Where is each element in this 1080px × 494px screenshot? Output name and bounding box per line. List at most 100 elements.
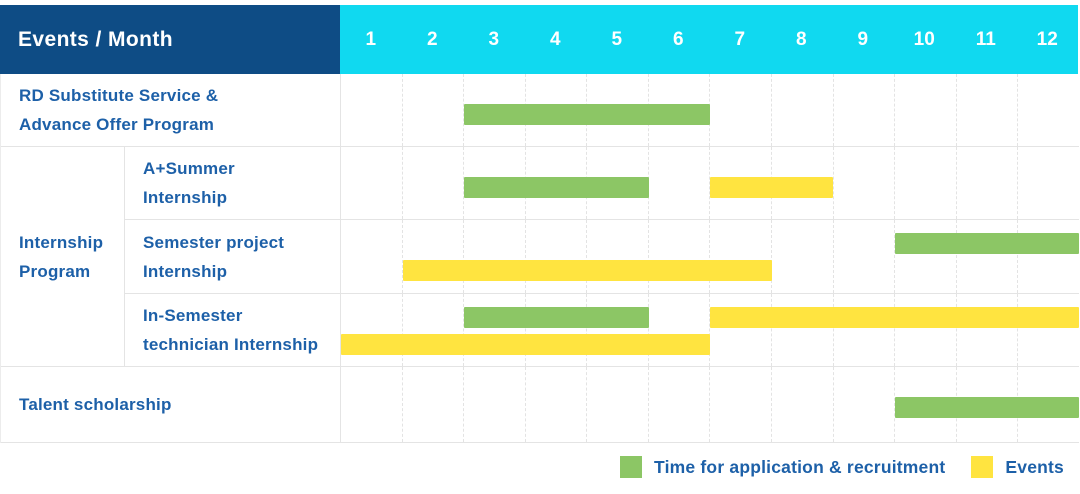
events-month-header-cell: Events / Month [0,5,340,74]
month-gridline [401,147,464,219]
month-gridline [955,74,1018,146]
label-line: Semester project [143,232,285,252]
month-gridline [341,220,402,293]
table-body: RD Substitute Service & Advance Offer Pro… [0,74,1079,443]
month-label-2: 2 [426,28,438,50]
group-label-internship-program: Internship Program [1,147,125,367]
legend: Time for application & recruitment Event… [0,456,1080,478]
month-gridline [832,74,895,146]
label-line: Internship [143,261,228,281]
legend-item-events: Events [971,456,1064,478]
month-gridline [894,294,956,366]
month-gridline [647,367,710,442]
month-gridline [524,220,587,293]
month-gridline [955,220,1018,293]
month-gridline [586,294,648,366]
label-line: A+Summer [143,159,235,178]
month-gridline [524,367,587,442]
green-swatch-icon [620,456,643,478]
month-gridline [401,294,464,366]
green-bar [464,307,649,328]
row-label-semester-project-internship: Semester project Internship [125,220,341,294]
label-line: Internship [19,232,104,252]
green-bar [894,397,1079,418]
month-gridline [401,220,464,293]
month-label-11: 11 [975,28,996,50]
green-bar [464,104,710,125]
month-label-3: 3 [488,28,500,50]
row-label-in-semester-technician-internship: In-Semester technician Internship [125,294,341,367]
table-header-row: Events / Month 1 2 3 4 5 6 7 8 9 10 11 12 [0,5,1078,74]
month-gridline [463,74,525,146]
legend-item-application-recruitment: Time for application & recruitment [620,456,945,478]
month-gridline [1017,294,1079,366]
legend-label: Events [1005,456,1064,477]
timeline-in-semester-technician-internship [341,294,1079,367]
month-gridline [341,367,402,442]
month-label-6: 6 [672,28,684,50]
label-line: technician Internship [143,335,319,354]
label-line: Internship [143,188,228,207]
month-label-12: 12 [1036,28,1058,50]
month-gridline [832,367,895,442]
timeline-a-summer-internship [341,147,1079,220]
row-label-a-summer-internship: A+Summer Internship [125,147,341,220]
month-label-9: 9 [857,28,869,50]
yellow-swatch-icon [971,456,994,478]
month-gridline [832,220,895,293]
month-gridline [832,147,895,219]
timeline-semester-project-internship [341,220,1079,294]
month-label-5: 5 [611,28,623,50]
month-gridline [709,220,771,293]
timeline-talent-scholarship [341,367,1079,443]
month-gridline [341,74,402,146]
month-gridline [1017,74,1079,146]
month-gridline [894,220,956,293]
month-gridline [463,220,525,293]
label-line: Talent scholarship [19,395,172,414]
events-month-table: Events / Month 1 2 3 4 5 6 7 8 9 10 11 12 RD Substi… [0,5,1079,443]
month-label-4: 4 [549,28,561,50]
month-gridline [709,147,771,219]
label-line: Advance Offer Program [19,115,215,134]
month-label-10: 10 [913,28,935,50]
month-gridline [463,367,525,442]
green-bar [894,233,1079,254]
month-gridline [647,294,710,366]
month-gridline [647,147,710,219]
month-gridline [463,294,525,366]
month-gridline [832,294,895,366]
month-label-8: 8 [795,28,807,50]
month-gridline [647,220,710,293]
legend-label: Time for application & recruitment [654,456,946,477]
month-gridline [709,294,771,366]
month-gridline [524,294,587,366]
month-gridline [401,74,464,146]
month-gridline [955,147,1018,219]
label-line: RD Substitute Service & [19,86,219,105]
month-gridline [341,294,402,366]
yellow-bar [710,307,1079,328]
month-gridline [1017,147,1079,219]
month-gridline [586,367,648,442]
month-label-1: 1 [365,28,377,50]
month-gridline [586,220,648,293]
green-bar [464,177,649,198]
month-gridline [771,74,833,146]
month-gridline [771,220,833,293]
month-gridline [1017,220,1079,293]
month-gridline [771,367,833,442]
month-gridline [955,294,1018,366]
yellow-bar [402,260,772,281]
month-gridline [463,147,525,219]
label-line: Program [19,261,91,281]
month-gridline [709,74,771,146]
label-line: In-Semester [143,306,243,325]
yellow-bar [710,177,833,198]
month-label-7: 7 [734,28,746,50]
row-label-talent-scholarship: Talent scholarship [1,367,341,443]
month-header-cells: 1 2 3 4 5 6 7 8 9 10 11 12 [340,5,1078,74]
month-gridline [894,147,956,219]
month-gridline [341,147,402,219]
